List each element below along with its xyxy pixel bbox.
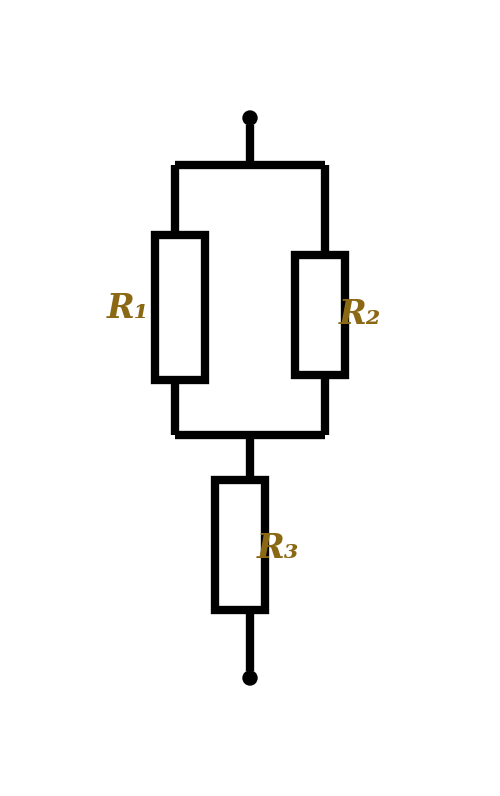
Text: R₃: R₃ xyxy=(257,532,299,564)
Bar xyxy=(215,480,265,610)
Circle shape xyxy=(243,671,257,685)
Bar xyxy=(155,235,205,380)
Circle shape xyxy=(243,111,257,125)
Bar xyxy=(295,255,345,375)
Text: R₂: R₂ xyxy=(339,298,381,331)
Text: R₁: R₁ xyxy=(107,291,149,325)
